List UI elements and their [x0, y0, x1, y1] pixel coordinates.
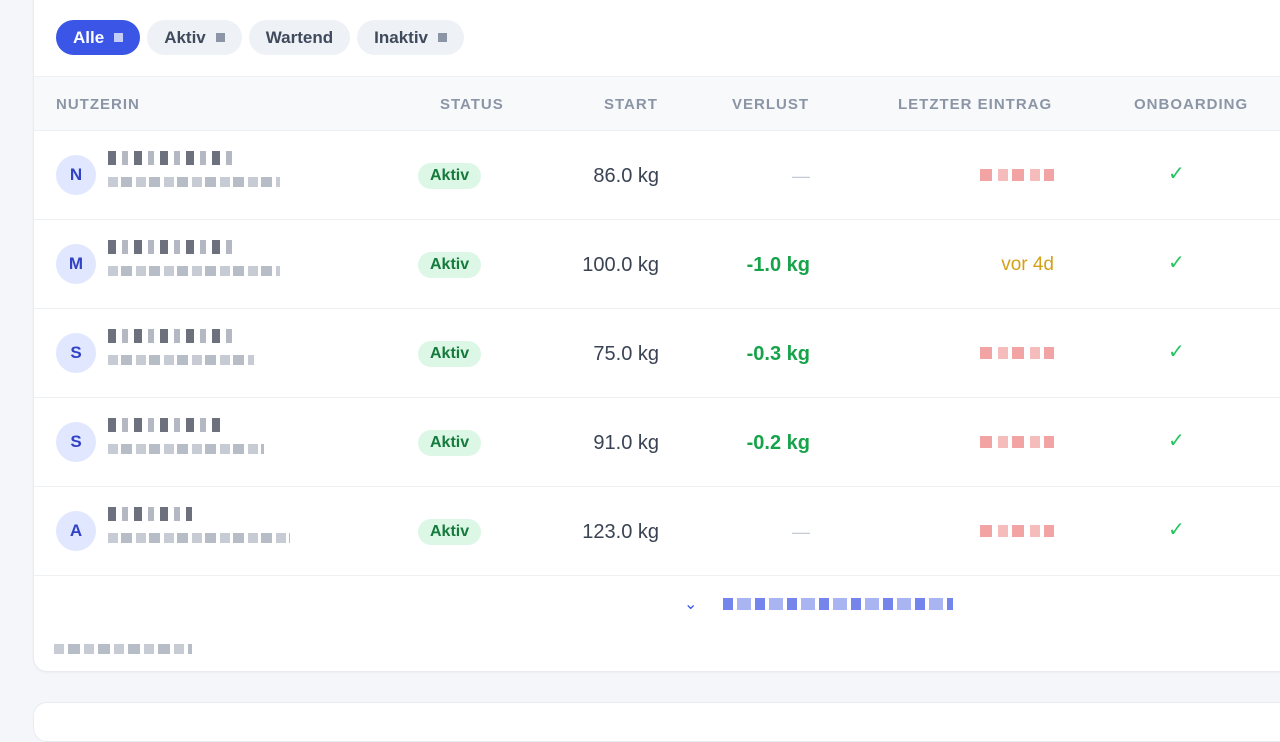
redacted-name: [108, 151, 238, 165]
redacted-last-entry: [980, 525, 1054, 537]
redacted-email: [108, 444, 264, 454]
check-icon: ✓: [1168, 341, 1185, 363]
check-icon: ✓: [1168, 430, 1185, 452]
last-entry: vor 4d: [1001, 254, 1054, 275]
filter-chip-waiting[interactable]: Wartend: [248, 20, 351, 55]
status-badge: Aktiv: [418, 341, 482, 367]
table-row[interactable]: M Aktiv 100.0 kg -1.0 kg vor 4d ✓: [34, 220, 1280, 309]
column-header-onboarding[interactable]: ONBOARDING: [1134, 96, 1249, 113]
filter-chip-inactive[interactable]: Inaktiv: [357, 20, 464, 55]
table-row[interactable]: A Aktiv 123.0 kg — ✓: [34, 487, 1280, 576]
avatar: M: [56, 244, 96, 284]
user-identity: [108, 329, 254, 365]
user-identity: [108, 507, 290, 543]
load-more-button[interactable]: ⌄: [684, 594, 954, 614]
weight-loss: -0.3 kg: [746, 343, 810, 365]
column-header-user[interactable]: NUTZERIN: [56, 96, 140, 113]
start-weight: 100.0 kg: [582, 254, 659, 276]
start-weight: 86.0 kg: [593, 165, 659, 187]
redacted-name: [108, 240, 238, 254]
redacted-email: [108, 533, 290, 543]
redacted-load-more-label: [723, 598, 954, 610]
user-identity: [108, 418, 264, 454]
count-badge: [438, 33, 447, 42]
count-badge: [114, 33, 124, 42]
column-header-last-entry[interactable]: LETZTER EINTRAG: [898, 96, 1053, 113]
avatar: N: [56, 155, 96, 195]
redacted-name: [108, 329, 238, 343]
column-header-start[interactable]: START: [604, 96, 658, 113]
users-card: Alle Aktiv Wartend Inaktiv NUTZERIN STAT…: [33, 0, 1280, 672]
redacted-email: [108, 177, 280, 187]
table-header: NUTZERIN STATUS START VERLUST LETZTER EI…: [34, 76, 1280, 131]
status-badge: Aktiv: [418, 252, 482, 278]
status-badge: Aktiv: [418, 519, 482, 545]
next-card: [33, 702, 1280, 742]
redacted-last-entry: [980, 169, 1054, 181]
user-identity: [108, 240, 280, 276]
weight-loss: —: [792, 166, 810, 186]
check-icon: ✓: [1168, 252, 1185, 274]
chevron-down-icon: ⌄: [684, 596, 698, 613]
redacted-footer-text: [54, 644, 192, 654]
redacted-last-entry: [980, 436, 1054, 448]
start-weight: 75.0 kg: [593, 343, 659, 365]
column-header-loss[interactable]: VERLUST: [732, 96, 810, 113]
check-icon: ✓: [1168, 163, 1185, 185]
status-badge: Aktiv: [418, 430, 482, 456]
count-badge: [215, 33, 225, 42]
weight-loss: -0.2 kg: [746, 432, 810, 454]
redacted-email: [108, 355, 254, 365]
avatar: S: [56, 422, 96, 462]
check-icon: ✓: [1168, 519, 1185, 541]
redacted-name: [108, 507, 192, 521]
status-badge: Aktiv: [418, 163, 482, 189]
column-header-status[interactable]: STATUS: [440, 96, 504, 113]
weight-loss: —: [792, 522, 810, 542]
weight-loss: -1.0 kg: [746, 254, 810, 276]
table-row[interactable]: S Aktiv 91.0 kg -0.2 kg ✓: [34, 398, 1280, 487]
table-row[interactable]: S Aktiv 75.0 kg -0.3 kg ✓: [34, 309, 1280, 398]
filter-chip-active[interactable]: Aktiv: [147, 20, 242, 55]
filter-chip-all[interactable]: Alle: [56, 20, 141, 55]
start-weight: 91.0 kg: [593, 432, 659, 454]
redacted-name: [108, 418, 226, 432]
avatar: S: [56, 333, 96, 373]
redacted-last-entry: [980, 347, 1054, 359]
user-identity: [108, 151, 280, 187]
status-filter-bar: Alle Aktiv Wartend Inaktiv: [56, 20, 464, 55]
avatar: A: [56, 511, 96, 551]
start-weight: 123.0 kg: [582, 521, 659, 543]
redacted-email: [108, 266, 280, 276]
table-row[interactable]: N Aktiv 86.0 kg — ✓: [34, 131, 1280, 220]
